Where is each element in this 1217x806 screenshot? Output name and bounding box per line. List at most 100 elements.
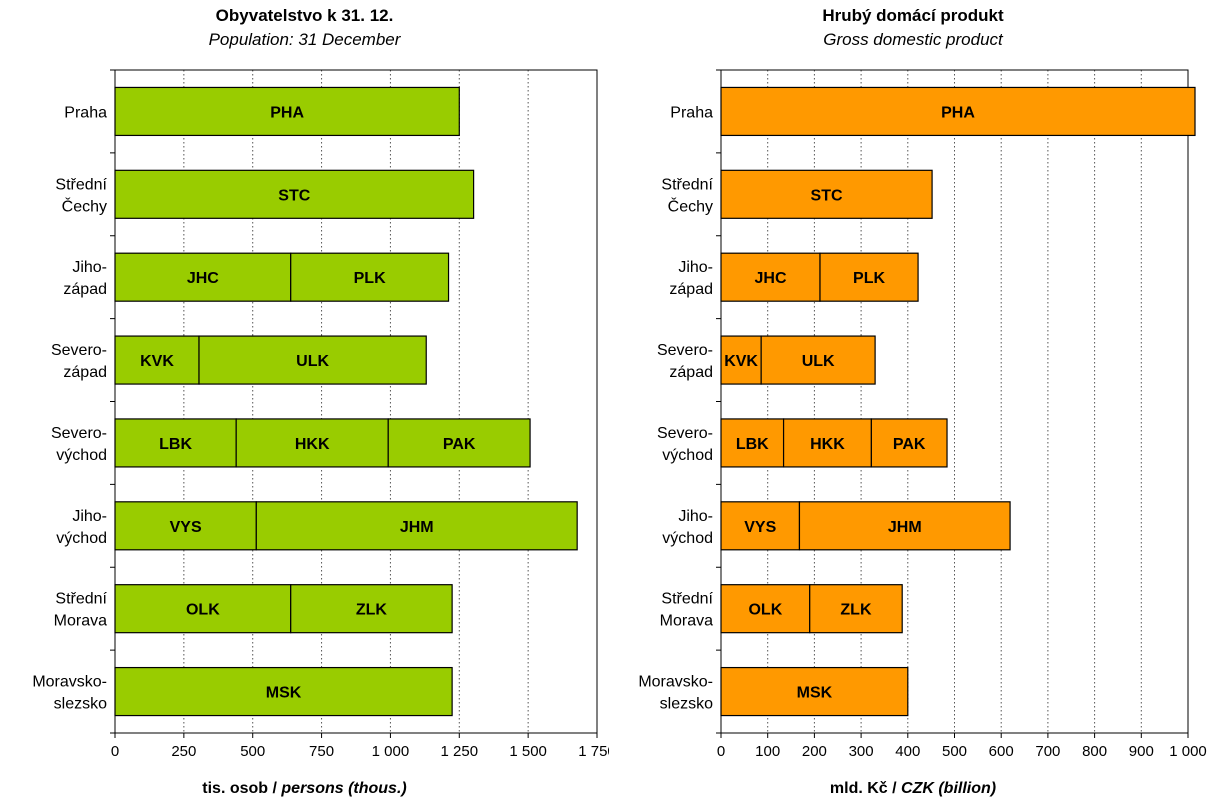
bar-label: LBK [159,436,192,453]
bar-segment-jhm [255,501,578,551]
x-tick-label: 1 750 [578,743,609,760]
bar-label: HKK [295,436,330,453]
bar-label: OLK [748,602,782,619]
x-tick-label: 0 [111,743,119,760]
bar-label: JHM [400,519,434,536]
x-tick-label: 1 000 [372,743,410,760]
bar-label: LBK [736,436,769,453]
x-axis-label-en: CZK (billion) [901,780,997,797]
bar-segment-ulk [198,335,427,385]
chart-subtitle: Population: 31 December [208,30,401,49]
bar-segment-zlk [290,584,453,634]
category-label: východ [56,447,107,464]
category-label: západ [669,364,713,381]
category-label: Střední [55,176,107,193]
bar-segment-ulk [760,335,876,385]
x-tick-label: 300 [849,743,874,760]
population-plot: 0 250 500 750 1 000 1 250 1 500 1 750 Praha PHA St… [32,69,609,760]
x-tick-label: 800 [1082,743,1107,760]
bar-label: HKK [810,436,845,453]
category-label: západ [63,364,107,381]
category-label: východ [662,530,713,547]
x-axis-label-cz: mld. Kč / [829,780,902,797]
category-label: Čechy [62,196,107,215]
bar-segment-kvk [114,335,200,385]
category-label: Střední [661,176,713,193]
x-tick-label: 600 [989,743,1014,760]
x-tick-label: 500 [942,743,967,760]
x-tick-label: 750 [309,743,334,760]
bar-segment-msk [720,666,909,717]
bar-label: KVK [724,353,758,370]
bar-label: JHM [888,519,922,536]
bar-segment-lbk [114,418,237,468]
bar-segment-stc [114,169,475,219]
population-chart: Obyvatelstvo k 31. 12. Population: 31 De… [0,6,609,798]
bar-label: STC [811,187,843,204]
category-label: slezsko [54,696,107,713]
bar-segment-stc [720,169,933,219]
x-axis-label: mld. Kč / CZK (billion) [609,780,1217,798]
category-label: Moravsko- [638,674,713,691]
bar-label: MSK [266,685,302,702]
bar-segment-olk [720,584,811,634]
bar-label: JHC [187,270,219,287]
bar-segment-pak [387,418,531,468]
x-tick-label: 1 000 [1169,743,1207,760]
bar-segment-olk [114,584,292,634]
bar-label: PAK [893,436,926,453]
x-tick-label: 700 [1035,743,1060,760]
gdp-plot: 0 100 200 300 400 500 600 700 800 900 1 000 Praha PH… [638,69,1207,760]
bar-segment-pha [114,86,460,137]
x-tick-label: 250 [171,743,196,760]
category-label: východ [56,530,107,547]
bar-label: PHA [270,104,304,121]
category-label: západ [63,281,107,298]
bar-segment-plk [290,252,450,302]
bar-segment-pak [870,418,948,468]
chart-subtitle: Gross domestic product [823,30,1003,49]
bar-label: JHC [754,270,786,287]
category-label: Severo- [657,425,713,442]
bar-segment-msk [114,666,453,717]
bar-segment-vys [720,501,801,551]
x-tick-label: 500 [240,743,265,760]
bar-segment-lbk [720,418,785,468]
category-label: východ [662,447,713,464]
bar-label: PLK [354,270,386,287]
category-label: slezsko [660,696,713,713]
x-tick-label: 900 [1129,743,1154,760]
x-axis-label-cz: tis. osob / [202,780,282,797]
x-tick-label: 0 [717,743,725,760]
gdp-chart: Hrubý domácí produkt Gross domestic prod… [609,0,1217,806]
bar-label: VYS [744,519,776,536]
x-tick-label: 400 [895,743,920,760]
x-tick-label: 200 [802,743,827,760]
bar-segment-jhc [720,252,821,302]
bar-label: VYS [170,519,202,536]
category-label: Jiho- [72,508,107,525]
bar-segment-hkk [782,418,872,468]
x-axis-label: tis. osob / persons (thous.) [0,780,609,798]
category-label: Severo- [51,425,107,442]
bar-label: PLK [853,270,885,287]
plot-frame [720,69,1189,734]
x-axis-label-en: persons (thous.) [281,780,407,797]
category-label: západ [669,281,713,298]
x-tick-label: 100 [755,743,780,760]
bar-label: ULK [802,353,835,370]
category-label: Morava [54,613,107,630]
category-label: Jiho- [72,259,107,276]
x-tick-label: 1 500 [509,743,547,760]
category-label: Střední [661,591,713,608]
bar-label: STC [278,187,310,204]
bar-segment-plk [819,252,919,302]
bar-segment-jhc [114,252,292,302]
bar-label: OLK [186,602,220,619]
x-tick-label: 1 250 [441,743,479,760]
bar-segment-zlk [809,584,903,634]
chart-title: Obyvatelstvo k 31. 12. [215,6,394,25]
bar-label: PAK [443,436,476,453]
category-label: Praha [670,104,713,121]
bar-segment-kvk [720,335,762,385]
